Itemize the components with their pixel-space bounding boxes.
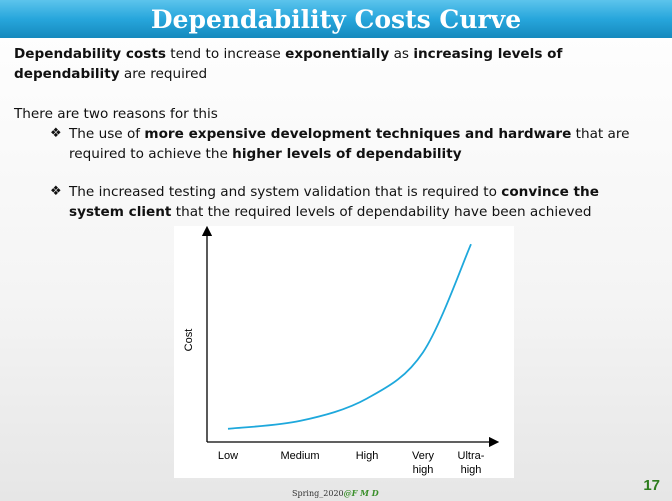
title-bar: Dependability Costs Curve (0, 0, 672, 38)
x-tick-label: Very high (412, 450, 435, 476)
bullet1-text-2: that are required to achieve the (69, 126, 630, 162)
bullet2-bold-1: convince the system client (69, 184, 599, 220)
bullet2-text-2: that the required levels of dependabilit… (171, 204, 592, 220)
intro-bold-1: Dependability costs (14, 46, 166, 62)
diamond-bullet-icon: ❖ (50, 184, 62, 199)
x-tick-label: High (356, 450, 379, 462)
reasons-lead: There are two reasons for this (14, 106, 218, 122)
chart-svg: Cost Low Medium High Very high Ultra-high (183, 226, 500, 476)
footer-author: F M D (351, 488, 379, 498)
intro-bold-3: increasing levels of dependability (14, 46, 563, 82)
bullet-item-2: ❖ The increased testing and system valida… (14, 182, 654, 222)
bullet1-text-1: The use of (69, 126, 145, 142)
x-tick-labels: Low Medium High Very high Ultra-high (218, 450, 485, 476)
diamond-bullet-icon: ❖ (50, 126, 62, 141)
slide-title: Dependability Costs Curve (150, 4, 522, 34)
footer-at: @ (343, 488, 352, 498)
footer-term: Spring_2020 (292, 489, 344, 498)
y-axis-label: Cost (183, 329, 195, 352)
x-tick-label: Medium (280, 450, 319, 462)
intro-paragraph: Dependability costs tend to increase exp… (14, 44, 654, 84)
cost-curve-chart: Cost Low Medium High Very high Ultra-high (174, 226, 514, 478)
footer: Spring_2020@F M D (292, 488, 379, 498)
intro-text-2: as (389, 46, 414, 62)
bullet1-bold-1: more expensive development techniques an… (144, 126, 572, 142)
intro-bold-2: exponentially (285, 46, 390, 62)
bullet1-bold-2: higher levels of dependability (232, 146, 462, 162)
cost-curve-line (227, 243, 472, 430)
slide-number: 17 (643, 477, 660, 494)
x-tick-label: Low (218, 450, 238, 462)
bullet2-text-1: The increased testing and system validat… (69, 184, 502, 200)
intro-text-1: tend to increase (165, 46, 286, 62)
x-tick-label: Ultra-high (458, 450, 485, 476)
bullet-item-1: ❖ The use of more expensive development t… (14, 124, 654, 164)
intro-text-3: are required (119, 66, 208, 82)
slide-body: Dependability costs tend to increase exp… (14, 44, 654, 222)
